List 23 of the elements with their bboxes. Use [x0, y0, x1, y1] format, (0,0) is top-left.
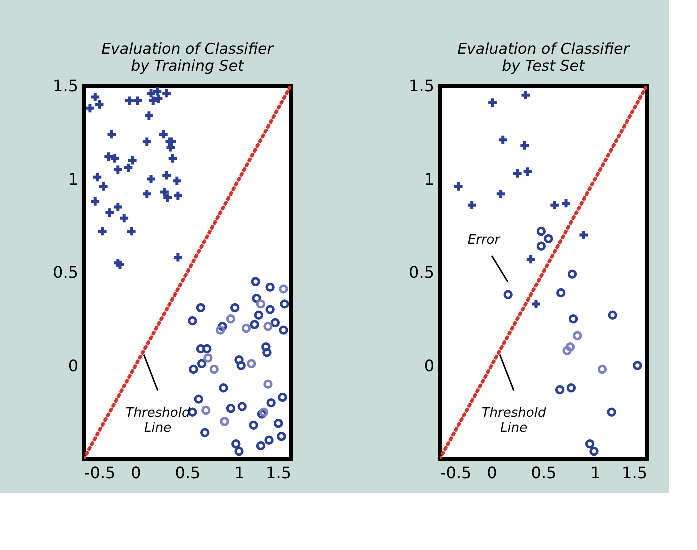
annotation: Threshold Line: [126, 406, 191, 436]
x-tick-label: 0: [487, 464, 498, 482]
y-tick-label: 1: [68, 170, 78, 189]
x-tick-label: 1: [590, 464, 601, 482]
y-tick-label: 0.5: [53, 263, 78, 282]
y-tick-label: 1.5: [53, 76, 78, 96]
y-tick-label: 1.5: [409, 76, 434, 96]
x-tick-label: 1.5: [266, 464, 292, 482]
x-tick-label: 0: [131, 464, 142, 482]
x-tick-label: 0.5: [175, 464, 201, 482]
chart-title: Evaluation of Classifier by Test Set: [458, 40, 630, 75]
y-tick-label: 0: [68, 356, 78, 376]
annotation: Threshold Line: [482, 406, 547, 436]
y-tick-label: 0: [424, 356, 434, 376]
x-tick-label: 0.5: [531, 464, 557, 482]
x-tick-label: -0.5: [84, 464, 116, 482]
x-tick-label: 1: [234, 464, 245, 482]
x-tick-label: -0.5: [440, 464, 472, 482]
y-tick-label: 0.5: [409, 263, 434, 282]
y-tick-label: 1: [424, 170, 434, 189]
annotation: Error: [468, 233, 502, 248]
chart-title: Evaluation of Classifier by Training Set: [102, 40, 274, 75]
x-tick-label: 1.5: [622, 464, 648, 482]
